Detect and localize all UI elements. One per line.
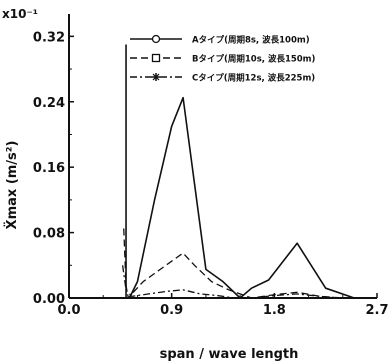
legend-label: Cタイプ(周期12s, 波長225m) (192, 73, 315, 84)
y-tick-label: 0.32 (33, 30, 65, 45)
x-tick-label: 0.9 (160, 303, 183, 318)
y-scale-label: x10⁻¹ (2, 7, 38, 21)
legend-label: Aタイプ(周期8s, 波長100m) (192, 35, 310, 46)
legend-marker (151, 53, 161, 63)
legend-label: Bタイプ(周期10s, 波長150m) (192, 54, 316, 65)
y-tick-label: 0.24 (33, 96, 65, 111)
legend: Aタイプ(周期8s, 波長100m) Bタイプ(周期10s, 波長150m) Cタイ… (130, 35, 316, 84)
legend-marker (152, 73, 160, 81)
x-tick-label: 0.0 (57, 303, 80, 318)
series-layer (121, 44, 355, 299)
x-axis-title: span / wave length (160, 347, 299, 362)
legend-entry-2: Bタイプ(周期10s, 波長150m) (130, 54, 316, 65)
legend-entry-1: Aタイプ(周期8s, 波長100m) (130, 35, 310, 46)
x-tick-label: 2.7 (365, 303, 388, 318)
x-tick-label: 1.8 (263, 303, 286, 318)
series-line-3 (121, 265, 343, 299)
y-axis-title: Ẍmax (m/s²) (4, 141, 20, 230)
asterisk-stroke (152, 73, 160, 81)
y-tick-label: 0.00 (33, 292, 65, 307)
labels: 0.0 0.9 1.8 2.7 0.00 0.08 0.16 0.24 0.32 x10⁻¹ spa… (2, 7, 389, 362)
y-tick-label: 0.08 (33, 227, 65, 242)
y-tick-label: 0.16 (33, 161, 65, 176)
legend-entry-3: Cタイプ(周期12s, 波長225m) (130, 73, 315, 84)
legend-marker (151, 34, 161, 44)
